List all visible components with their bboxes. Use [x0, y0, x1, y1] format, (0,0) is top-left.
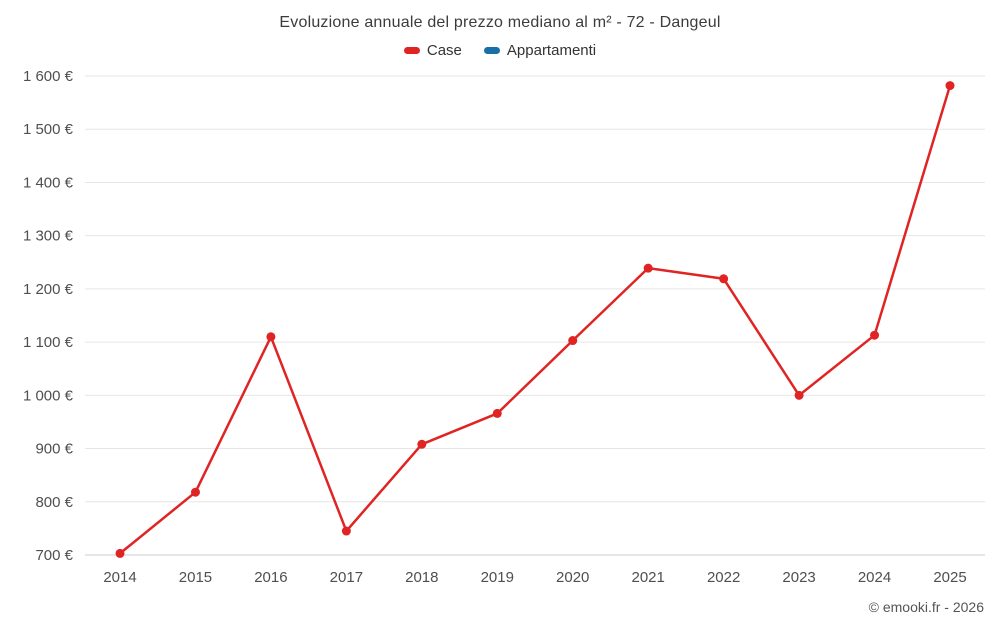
y-tick-label: 1 400 €	[23, 174, 74, 191]
x-tick-label: 2024	[858, 569, 891, 586]
y-tick-label: 1 600 €	[23, 68, 74, 85]
x-tick-label: 2022	[707, 569, 740, 586]
x-tick-label: 2020	[556, 569, 589, 586]
chart-title: Evoluzione annuale del prezzo mediano al…	[279, 14, 721, 31]
series-line-case	[118, 84, 952, 555]
data-point-case-2016[interactable]	[266, 332, 276, 342]
data-point-case-2021[interactable]	[643, 263, 653, 273]
y-tick-label: 800 €	[35, 494, 73, 511]
x-tick-label: 2023	[782, 569, 815, 586]
chart-legend: Case Appartamenti	[0, 42, 1000, 59]
x-tick-label: 2015	[179, 569, 212, 586]
x-tick-label: 2016	[254, 569, 287, 586]
legend-label-case: Case	[426, 42, 462, 59]
y-tick-label: 1 000 €	[23, 387, 74, 404]
data-point-case-2015[interactable]	[190, 487, 200, 497]
case-series-swatch	[403, 47, 420, 54]
data-point-case-2017[interactable]	[341, 526, 351, 536]
x-tick-label: 2018	[405, 569, 438, 586]
y-tick-label: 1 200 €	[23, 281, 74, 298]
data-point-case-2024[interactable]	[870, 330, 880, 340]
x-tick-label: 2019	[481, 569, 514, 586]
legend-label-appartamenti: Appartamenti	[506, 42, 597, 59]
data-point-case-2022[interactable]	[719, 274, 729, 284]
y-tick-label: 700 €	[35, 547, 73, 564]
data-point-case-2018[interactable]	[417, 439, 427, 449]
legend-item-case[interactable]: Case	[403, 42, 462, 59]
y-tick-label: 1 100 €	[23, 334, 74, 351]
data-point-case-2019[interactable]	[492, 408, 502, 418]
copyright-footer: © emooki.fr - 2026	[868, 599, 984, 615]
data-point-case-2014[interactable]	[115, 548, 125, 558]
x-tick-label: 2025	[933, 569, 966, 586]
data-point-case-2023[interactable]	[794, 390, 804, 400]
x-tick-label: 2014	[103, 569, 136, 586]
x-tick-label: 2021	[631, 569, 664, 586]
data-point-case-2020[interactable]	[568, 336, 578, 346]
appartamenti-series-swatch	[483, 47, 500, 54]
y-tick-label: 900 €	[35, 441, 73, 458]
y-tick-label: 1 500 €	[23, 121, 74, 138]
y-tick-label: 1 300 €	[23, 228, 74, 245]
legend-item-appartamenti[interactable]: Appartamenti	[483, 42, 597, 59]
x-tick-label: 2017	[330, 569, 363, 586]
data-point-case-2025[interactable]	[945, 81, 955, 91]
